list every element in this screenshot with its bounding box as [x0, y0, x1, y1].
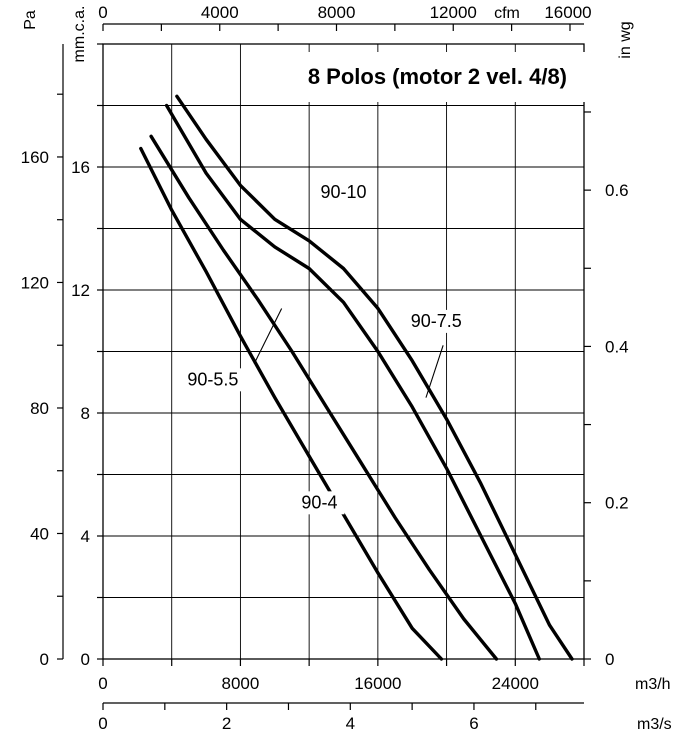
- title-layer: 8 Polos (motor 2 vel. 4/8): [252, 52, 586, 102]
- inwg-tick-label: 0: [605, 650, 614, 669]
- m3h-tick-label: 8000: [222, 674, 260, 693]
- m3s-axis-label: m3/s: [637, 716, 672, 733]
- mm-tick-label: 16: [71, 158, 90, 177]
- m3s-tick-label: 0: [98, 714, 107, 733]
- series-label: 90-5.5: [187, 369, 238, 389]
- inwg-tick-label: 0.6: [605, 181, 629, 200]
- mm-axis-label: mm.c.a.: [71, 6, 88, 63]
- series-label: 90-7.5: [411, 311, 462, 331]
- fan-curve-90-5-5: [149, 134, 499, 661]
- mm-tick-label: 0: [81, 650, 90, 669]
- cfm-tick-label: 0: [98, 3, 107, 22]
- m3s-tick-label: 2: [222, 714, 231, 733]
- inwg-tick-label: 0.4: [605, 337, 629, 356]
- leader-line: [253, 308, 283, 365]
- cfm-axis-label: cfm: [494, 5, 520, 22]
- m3h-tick-label: 16000: [354, 674, 401, 693]
- fan-curve-90-10: [175, 94, 574, 661]
- series-label-bg: [313, 180, 374, 204]
- m3h-tick-label: 0: [98, 674, 107, 693]
- curves-layer: [139, 94, 574, 661]
- pa-tick-label: 80: [30, 399, 49, 418]
- series-label-bg: [177, 368, 249, 392]
- m3h-tick-label: 24000: [492, 674, 539, 693]
- pa-tick-label: 120: [21, 273, 49, 292]
- leader-line: [425, 345, 444, 398]
- inwg-axis-label: in wg: [617, 21, 634, 58]
- cfm-tick-label: 16000: [544, 3, 591, 22]
- mm-tick-label: 12: [71, 281, 90, 300]
- plot-grid: [102, 43, 585, 660]
- inwg-tick-label: 0.2: [605, 494, 629, 513]
- series-label-bg: [400, 309, 472, 333]
- axes-layer: 04080120160Pa0481216mm.c.a.00.20.40.6in …: [21, 3, 672, 733]
- mm-tick-label: 8: [81, 404, 90, 423]
- mm-tick-label: 4: [81, 527, 90, 546]
- pa-tick-label: 0: [40, 650, 49, 669]
- m3h-axis-label: m3/h: [635, 676, 671, 693]
- title-box: [252, 52, 586, 102]
- series-label: 90-10: [320, 182, 366, 202]
- series-label: 90-4: [301, 492, 337, 512]
- series-label-bg: [294, 491, 345, 515]
- chart-title: 8 Polos (motor 2 vel. 4/8): [308, 64, 567, 89]
- cfm-tick-label: 12000: [430, 3, 477, 22]
- pa-tick-label: 40: [30, 524, 49, 543]
- fan-curve-90-4: [139, 146, 444, 661]
- labels-layer: 90-10 90-7.5 90-5.5 90-4: [177, 180, 472, 515]
- cfm-tick-label: 8000: [318, 3, 356, 22]
- pa-axis-label: Pa: [22, 10, 39, 30]
- m3s-tick-label: 4: [346, 714, 355, 733]
- pa-tick-label: 160: [21, 148, 49, 167]
- cfm-tick-label: 4000: [201, 3, 239, 22]
- fan-curve-90-7-5: [164, 103, 541, 661]
- m3s-tick-label: 6: [469, 714, 478, 733]
